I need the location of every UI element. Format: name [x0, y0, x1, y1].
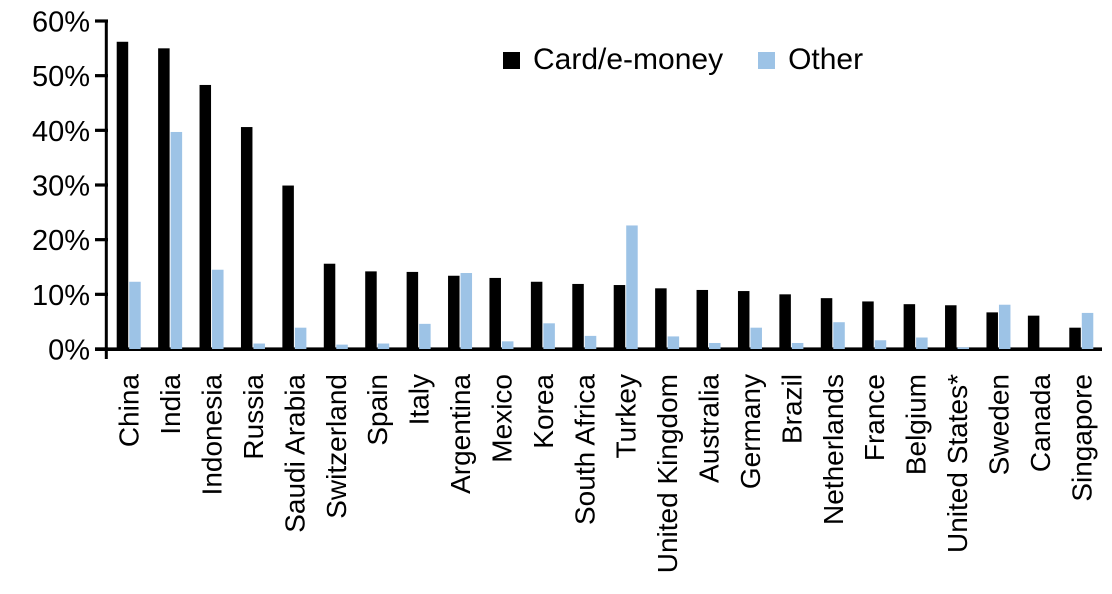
bar-card-e-money — [655, 288, 667, 349]
y-axis-line — [104, 19, 108, 359]
legend-item-other: Other — [758, 44, 863, 76]
bar-card-e-money — [613, 285, 626, 349]
y-axis-tick — [95, 238, 108, 242]
x-axis-category-label: Canada — [1025, 374, 1056, 473]
bar-other — [833, 322, 845, 349]
y-axis-tick-label: 20% — [32, 225, 90, 257]
bar-other — [998, 304, 1011, 349]
bar-other — [212, 269, 224, 349]
bar-card-e-money — [489, 277, 501, 349]
bar-card-e-money — [696, 289, 709, 349]
legend-swatch-card-e-money — [503, 51, 520, 69]
bar-other — [336, 344, 348, 349]
bar-other — [294, 327, 307, 349]
bar-other — [916, 337, 928, 349]
y-axis-tick-label: 50% — [32, 61, 90, 93]
bar-other — [460, 273, 473, 349]
bar-other — [501, 341, 514, 349]
bar-other — [543, 323, 555, 349]
bar-card-e-money — [986, 312, 998, 349]
x-axis-category-label: Spain — [362, 374, 393, 446]
y-axis-tick — [95, 292, 108, 296]
bar-other — [377, 343, 390, 349]
x-axis-category-label: Indonesia — [197, 374, 228, 496]
x-axis-category-label: Switzerland — [321, 374, 352, 519]
bar-other — [626, 225, 638, 349]
x-axis-category-label: Korea — [528, 374, 559, 449]
x-axis-category-label: Argentina — [445, 374, 476, 494]
bar-card-e-money — [1069, 327, 1081, 349]
x-axis-category-label: Turkey — [611, 374, 642, 459]
bar-card-e-money — [530, 281, 543, 349]
bar-other — [253, 343, 265, 349]
y-axis-tick-label: 40% — [32, 116, 90, 148]
bar-card-e-money — [737, 291, 750, 349]
bar-card-e-money — [116, 41, 129, 350]
bar-other — [709, 342, 721, 349]
bar-card-e-money — [862, 301, 874, 349]
bar-other — [129, 281, 141, 349]
x-axis-category-label: China — [114, 374, 145, 448]
bar-card-e-money — [199, 84, 212, 350]
x-axis-category-label: Brazil — [776, 374, 807, 444]
x-axis-category-label: Sweden — [983, 374, 1014, 475]
bar-other — [667, 336, 680, 349]
x-axis-category-label: South Africa — [569, 374, 600, 525]
bar-card-e-money — [945, 305, 957, 349]
y-axis-tick-label: 30% — [32, 170, 90, 202]
x-axis-category-label: Germany — [735, 374, 766, 489]
x-axis-category-label: Russia — [238, 374, 269, 460]
legend-swatch-other — [758, 51, 776, 69]
bar-card-e-money — [820, 298, 833, 349]
x-axis-category-label: France — [859, 374, 890, 461]
legend-label-other: Other — [788, 43, 864, 76]
bar-card-e-money — [158, 48, 170, 349]
bar-card-e-money — [1027, 315, 1040, 349]
y-axis-tick-label: 10% — [32, 280, 90, 312]
x-axis-category-label: United States* — [942, 374, 973, 553]
y-axis-tick — [95, 128, 108, 132]
bar-other — [419, 323, 431, 349]
bar-card-e-money — [406, 271, 419, 349]
bar-card-e-money — [365, 271, 377, 349]
bar-other — [1081, 312, 1094, 349]
bar-card-e-money — [448, 275, 460, 349]
bar-other — [170, 131, 183, 349]
x-axis-category-label: United Kingdom — [652, 374, 683, 573]
bar-card-e-money — [323, 263, 336, 349]
x-axis-category-label: Belgium — [901, 374, 932, 475]
bar-other — [791, 342, 804, 349]
bar-card-e-money — [779, 294, 791, 349]
bar-card-e-money — [572, 283, 584, 349]
x-axis-category-label: India — [155, 374, 186, 435]
y-axis-tick — [95, 183, 108, 187]
legend-item-card-e-money: Card/e-money — [503, 44, 723, 76]
bar-card-e-money — [240, 127, 253, 350]
x-axis-category-label: Singapore — [1066, 374, 1097, 502]
x-axis-category-label: Mexico — [486, 374, 517, 463]
x-axis-category-label: Italy — [404, 374, 435, 425]
bar-other — [874, 340, 887, 349]
y-axis-tick — [95, 19, 108, 23]
bar-card-e-money — [903, 304, 916, 349]
y-axis-tick-label: 60% — [32, 6, 90, 38]
x-axis-category-label: Australia — [694, 374, 725, 483]
x-axis-category-label: Netherlands — [818, 374, 849, 525]
x-axis-line — [95, 347, 1102, 351]
bar-other — [750, 327, 762, 349]
y-axis-tick-label: 0% — [48, 335, 90, 367]
bar-card-e-money — [282, 185, 294, 349]
chart-legend: Card/e-money Other — [503, 44, 863, 76]
x-axis-category-label: Saudi Arabia — [279, 374, 310, 533]
legend-label-card-e-money: Card/e-money — [533, 43, 724, 76]
bar-other — [957, 347, 970, 349]
y-axis-tick — [95, 74, 108, 78]
bar-other — [584, 335, 597, 349]
